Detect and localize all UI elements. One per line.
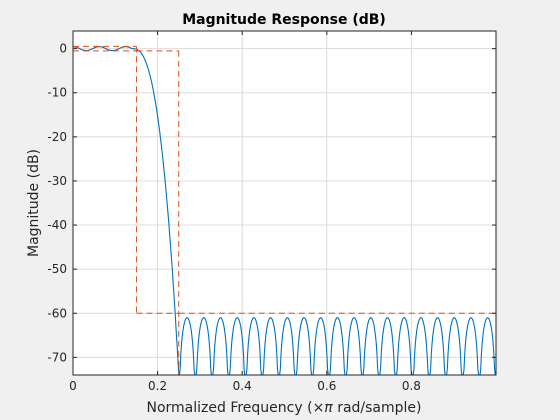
y-tick-label: -20: [47, 130, 67, 144]
y-tick-label: 0: [59, 42, 67, 56]
y-tick-label: -60: [47, 306, 67, 320]
x-axis-label-text: Normalized Frequency: [146, 400, 302, 416]
x-tick-label: 0.8: [402, 379, 421, 393]
x-tick-label: 0.4: [233, 379, 252, 393]
y-tick-label: -70: [47, 350, 67, 364]
tick-labels: 0 0.2 0.4 0.6 0.8 0 -10 -20 -30 -40 -50 -60 -70: [47, 42, 421, 393]
x-tick-label: 0.2: [148, 379, 167, 393]
x-axis-label-symbol: ×π: [313, 400, 334, 416]
y-tick-label: -40: [47, 218, 67, 232]
plot-area: [73, 31, 496, 375]
magnitude-response-line: [73, 46, 496, 375]
series-group: [73, 45, 496, 375]
x-tick-label: 0: [69, 379, 77, 393]
x-tick-label: 0.6: [317, 379, 336, 393]
y-axis-label: Magnitude (dB): [26, 149, 42, 257]
axes-box: [72, 30, 497, 376]
y-tick-label: -50: [47, 262, 67, 276]
x-axis-label-units: rad/sample: [337, 400, 416, 416]
chart-title: Magnitude Response (dB): [182, 12, 386, 28]
y-tick-label: -10: [47, 86, 67, 100]
x-axis-label: Normalized Frequency (×π rad/sample): [146, 400, 421, 416]
y-tick-label: -30: [47, 174, 67, 188]
tick-marks: [72, 31, 496, 375]
